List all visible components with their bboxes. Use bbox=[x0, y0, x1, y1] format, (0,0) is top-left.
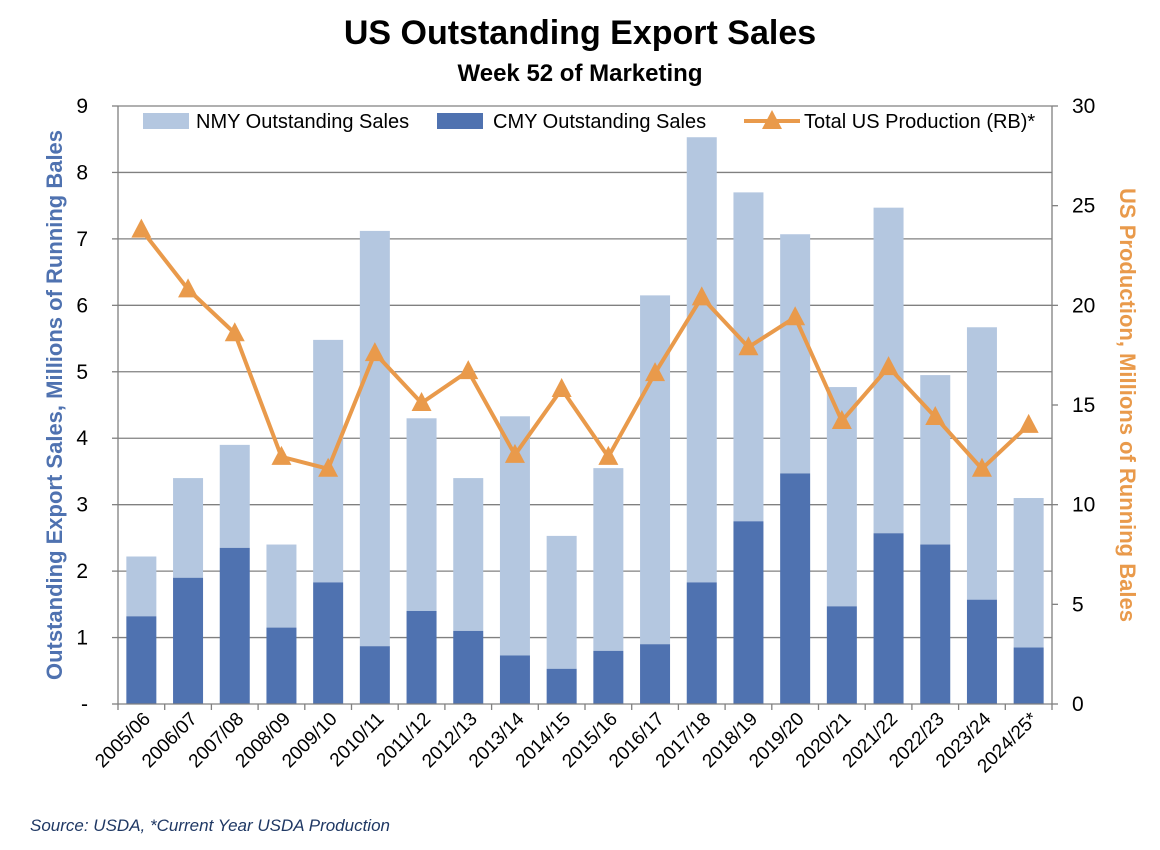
bar-cmy bbox=[406, 610, 437, 704]
bar-nmy bbox=[780, 234, 811, 474]
bar-cmy bbox=[546, 668, 577, 704]
production-marker bbox=[971, 457, 992, 477]
y-tick-label: 6 bbox=[76, 294, 88, 317]
production-marker bbox=[504, 443, 525, 463]
y-tick-label: 9 bbox=[76, 95, 88, 118]
bar-cmy bbox=[173, 577, 204, 704]
bar-nmy bbox=[173, 478, 204, 578]
bar-nmy bbox=[546, 535, 577, 669]
y2-tick-label: 30 bbox=[1072, 95, 1095, 118]
production-marker bbox=[598, 445, 619, 465]
legend-swatch-nmy bbox=[143, 113, 189, 129]
bar-cmy bbox=[780, 473, 811, 704]
y2-tick-label: 0 bbox=[1072, 693, 1084, 716]
bar-nmy bbox=[266, 544, 297, 628]
bar-cmy bbox=[966, 599, 997, 704]
production-marker bbox=[411, 392, 432, 412]
production-marker bbox=[691, 286, 712, 306]
legend-label-production: Total US Production (RB)* bbox=[804, 111, 1035, 133]
bar-nmy bbox=[126, 556, 157, 617]
production-marker bbox=[738, 336, 759, 356]
chart-subtitle: Week 52 of Marketing bbox=[457, 60, 703, 87]
production-marker bbox=[831, 409, 852, 429]
bar-cmy bbox=[1013, 647, 1044, 704]
y-tick-label: 8 bbox=[76, 161, 88, 184]
bar-cmy bbox=[266, 627, 297, 704]
y-tick-label: 4 bbox=[76, 427, 88, 450]
y-tick-label: 5 bbox=[76, 361, 88, 384]
bar-cmy bbox=[826, 606, 857, 704]
bar-nmy bbox=[640, 295, 671, 645]
y-tick-label: 7 bbox=[76, 228, 88, 251]
bar-cmy bbox=[126, 616, 157, 704]
bar-nmy bbox=[219, 444, 250, 548]
y-tick-label: 3 bbox=[76, 494, 88, 517]
y2-tick-label: 20 bbox=[1072, 294, 1095, 317]
bar-cmy bbox=[920, 544, 951, 704]
production-marker bbox=[1018, 413, 1039, 433]
bar-cmy bbox=[313, 582, 344, 704]
production-marker bbox=[178, 278, 199, 298]
legend: NMY Outstanding Sales CMY Outstanding Sal… bbox=[143, 110, 1035, 133]
bar-nmy bbox=[733, 192, 764, 522]
bar-cmy bbox=[873, 533, 904, 704]
y-axis-title: Outstanding Export Sales, Millions of Ru… bbox=[42, 130, 67, 680]
source-note: Source: USDA, *Current Year USDA Product… bbox=[30, 816, 390, 835]
production-marker bbox=[645, 362, 666, 382]
bar-nmy bbox=[593, 468, 624, 651]
y2-tick-label: 15 bbox=[1072, 394, 1095, 417]
y-tick-label: 1 bbox=[76, 627, 88, 650]
y2-axis-title: US Production, Millions of Running Bales bbox=[1115, 188, 1140, 622]
axes bbox=[112, 105, 1058, 710]
y2-tick-label: 10 bbox=[1072, 494, 1095, 517]
y2-tick-label: 5 bbox=[1072, 593, 1084, 616]
production-marker bbox=[224, 322, 245, 342]
production-marker bbox=[271, 445, 292, 465]
bar-cmy bbox=[499, 655, 530, 704]
production-marker bbox=[925, 405, 946, 425]
bar-nmy bbox=[359, 230, 390, 647]
y-tick-label: - bbox=[81, 693, 88, 716]
bar-cmy bbox=[686, 582, 717, 704]
bar-nmy bbox=[406, 418, 437, 611]
production-marker bbox=[551, 378, 572, 398]
y-tick-label: 2 bbox=[76, 560, 88, 583]
production-line bbox=[139, 228, 1031, 471]
production-marker bbox=[458, 360, 479, 380]
production-marker bbox=[785, 306, 806, 326]
production-marker bbox=[364, 342, 385, 362]
production-line-series bbox=[131, 218, 1039, 477]
bar-cmy bbox=[733, 521, 764, 704]
legend-marker-production bbox=[762, 110, 782, 129]
y2-tick-label: 25 bbox=[1072, 195, 1095, 218]
chart-title: US Outstanding Export Sales bbox=[343, 14, 817, 52]
production-marker bbox=[878, 356, 899, 376]
legend-label-nmy: NMY Outstanding Sales bbox=[196, 111, 409, 133]
bar-cmy bbox=[453, 630, 484, 704]
legend-swatch-cmy bbox=[437, 113, 483, 129]
bar-nmy bbox=[453, 478, 484, 631]
bar-nmy bbox=[686, 137, 717, 583]
gridlines bbox=[118, 105, 1052, 639]
production-marker bbox=[131, 218, 152, 238]
legend-label-cmy: CMY Outstanding Sales bbox=[493, 111, 706, 133]
bar-cmy bbox=[219, 547, 250, 704]
bar-cmy bbox=[359, 646, 390, 704]
bar-cmy bbox=[593, 650, 624, 704]
bar-cmy bbox=[640, 644, 671, 704]
production-marker bbox=[318, 457, 339, 477]
bar-nmy bbox=[1013, 498, 1044, 648]
bar-series bbox=[126, 137, 1044, 704]
bar-nmy bbox=[920, 375, 951, 545]
